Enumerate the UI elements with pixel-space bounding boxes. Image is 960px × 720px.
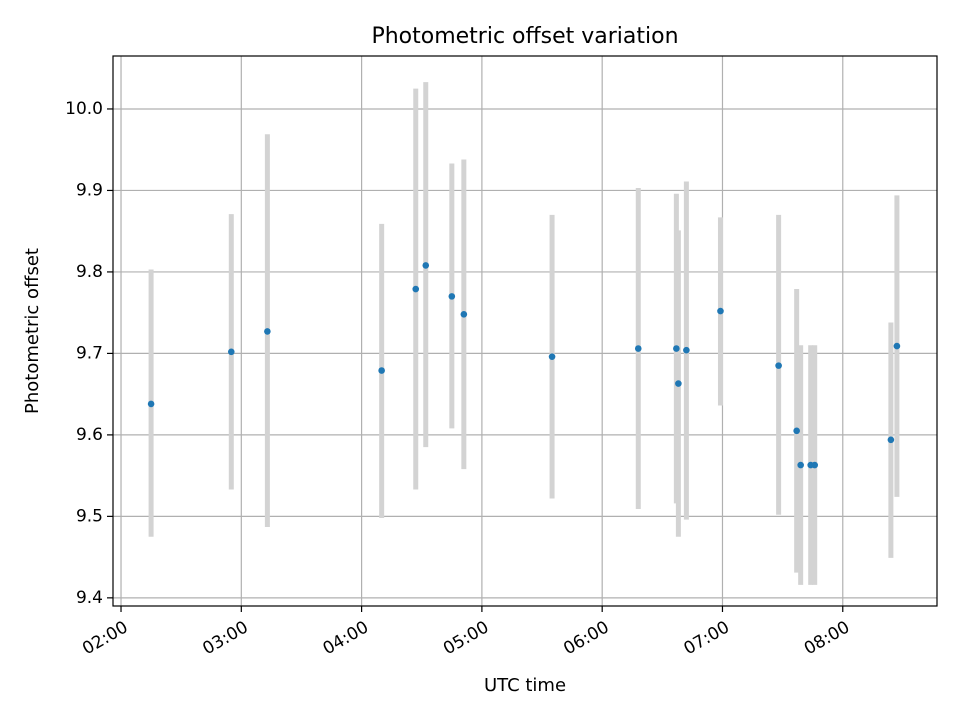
grid <box>113 56 937 606</box>
data-point <box>412 285 420 293</box>
y-tick-label: 9.6 <box>76 425 103 445</box>
data-point <box>887 436 895 444</box>
data-point <box>227 348 235 356</box>
y-tick-label: 9.9 <box>76 180 103 200</box>
data-point <box>634 345 642 352</box>
data-point <box>675 380 682 387</box>
data-point <box>378 367 385 374</box>
y-tick-label: 9.8 <box>76 262 103 282</box>
data-point <box>548 353 556 360</box>
chart-title: Photometric offset variation <box>371 24 678 49</box>
y-tick-label: 10.0 <box>65 99 103 119</box>
data-point <box>717 307 724 315</box>
data-point <box>460 310 468 318</box>
data-point <box>264 328 271 335</box>
data-point <box>797 461 804 469</box>
data-point <box>448 293 456 300</box>
y-tick-label: 9.5 <box>76 506 103 526</box>
x-axis-label: UTC time <box>484 675 566 696</box>
y-tick-label: 9.4 <box>76 588 103 608</box>
data-point <box>775 362 782 369</box>
data-point <box>147 400 155 408</box>
data-point <box>422 262 430 269</box>
data-point <box>673 345 680 352</box>
data-point <box>793 427 800 435</box>
plot-area <box>112 55 938 607</box>
y-tick-label: 9.7 <box>76 343 103 363</box>
y-axis: 9.4 9.5 9.6 9.7 9.8 9.9 10.0 <box>65 99 113 608</box>
data-point <box>893 342 901 350</box>
data-point <box>683 346 690 354</box>
data-point <box>811 461 819 469</box>
data-points <box>147 262 901 469</box>
y-axis-label: Photometric offset <box>22 248 43 414</box>
axes-frame <box>112 55 938 607</box>
